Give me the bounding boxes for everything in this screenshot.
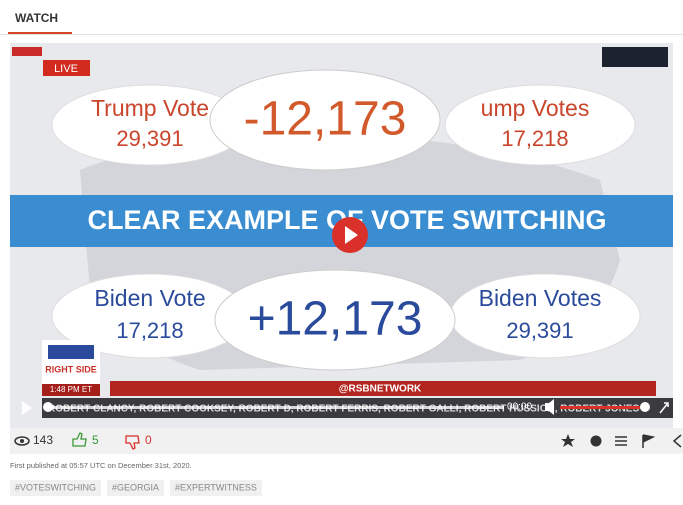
progress-knob[interactable] [43,402,53,412]
live-text: LIVE [54,63,78,75]
likes[interactable]: 5 [92,433,99,447]
control-time: 00:00 [507,402,532,413]
panel-value: 29,391 [506,318,573,343]
panel-label: Biden Vote [94,285,205,311]
tab-watch[interactable]: WATCH [15,11,58,25]
clock: 1:48 PM ET [50,385,92,394]
views: 143 [33,433,53,447]
tag[interactable]: #VOTESWITCHING [15,482,96,492]
divider [0,34,683,35]
progress-track[interactable] [44,406,504,409]
published: First published at 05:57 UTC on December… [10,461,192,470]
logo-mic [48,345,94,359]
tag[interactable]: #GEORGIA [112,482,159,492]
panel-label: ump Votes [481,95,590,121]
panel-value: 17,218 [501,126,568,151]
change-value: +12,173 [248,293,423,346]
change-value: -12,173 [244,93,407,146]
dislikes[interactable]: 0 [145,433,152,447]
volume-bar[interactable] [560,406,645,409]
tab-underline [8,32,72,34]
corner-box [602,47,668,67]
logo-text: RIGHT SIDE [45,364,97,374]
panel-value: 29,391 [116,126,183,151]
panel-value: 17,218 [116,318,183,343]
panel-label: Biden Votes [479,285,602,311]
handle: @RSBNETWORK [339,384,422,395]
tag[interactable]: #EXPERTWITNESS [175,482,257,492]
watch-later-icon[interactable] [591,436,602,447]
views-icon-pupil [20,439,24,443]
channel-logo [12,47,42,56]
volume-knob[interactable] [640,402,650,412]
page: WATCH LIVE Trump Vote 29,391 ump Votes 1… [0,0,683,500]
stats-bar [10,428,683,454]
video-player[interactable]: LIVE Trump Vote 29,391 ump Votes 17,218 … [10,43,673,428]
panel-label: Trump Vote [91,95,209,121]
tag-list: #VOTESWITCHING #GEORGIA #EXPERTWITNESS [10,480,262,496]
